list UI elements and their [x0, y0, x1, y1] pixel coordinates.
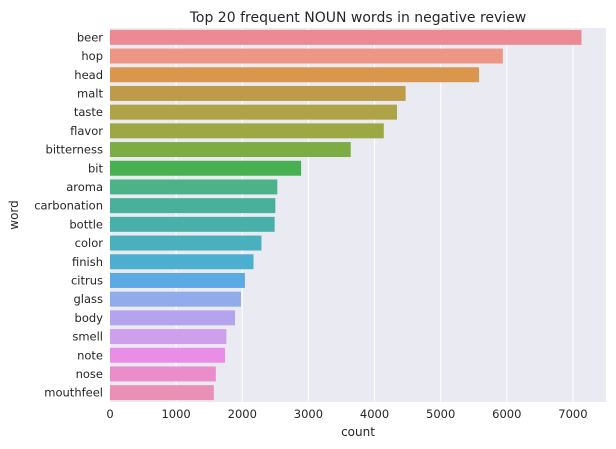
- y-tick-label-head: head: [74, 68, 103, 82]
- x-tick-label: 2000: [228, 407, 257, 421]
- bar-nose: [110, 366, 216, 382]
- bar-bit: [110, 160, 302, 176]
- y-tick-label-carbonation: carbonation: [34, 199, 103, 213]
- y-tick-label-mouthfeel: mouthfeel: [44, 386, 103, 400]
- bar-flavor: [110, 123, 384, 139]
- x-tick-label: 5000: [426, 407, 455, 421]
- bar-finish: [110, 254, 254, 270]
- bar-beer: [110, 29, 582, 45]
- y-tick-label-smell: smell: [72, 330, 103, 344]
- y-tick-label-flavor: flavor: [70, 124, 103, 138]
- bar-citrus: [110, 272, 245, 288]
- y-tick-label-body: body: [75, 311, 104, 325]
- x-tick-label: 6000: [492, 407, 521, 421]
- y-tick-label-beer: beer: [77, 30, 103, 44]
- bar-bitterness: [110, 142, 351, 158]
- y-tick-label-glass: glass: [73, 292, 103, 306]
- bar-head: [110, 67, 480, 83]
- y-tick-label-note: note: [77, 348, 103, 362]
- y-tick-label-bit: bit: [88, 161, 103, 175]
- x-tick-label: 0: [106, 407, 113, 421]
- bar-taste: [110, 104, 398, 120]
- bar-smell: [110, 329, 227, 345]
- y-tick-label-hop: hop: [81, 49, 103, 63]
- bar-body: [110, 310, 235, 326]
- bar-glass: [110, 291, 241, 307]
- chart-title: Top 20 frequent NOUN words in negative r…: [189, 10, 527, 26]
- bar-aroma: [110, 179, 278, 195]
- y-axis-label: word: [7, 200, 21, 230]
- y-tick-label-malt: malt: [77, 86, 103, 100]
- y-tick-labels: beer hop head malt taste flavor bitterness bit a…: [34, 30, 103, 399]
- plot-area: [110, 28, 606, 402]
- bar-mouthfeel: [110, 385, 214, 401]
- y-tick-label-citrus: citrus: [71, 273, 103, 287]
- bar-color: [110, 235, 262, 251]
- bar-bottle: [110, 216, 275, 232]
- y-tick-label-finish: finish: [72, 255, 103, 269]
- bars-group: [110, 29, 582, 401]
- x-axis-label: count: [341, 425, 375, 439]
- y-tick-label-color: color: [75, 236, 104, 250]
- x-tick-label: 3000: [294, 407, 323, 421]
- bar-note: [110, 347, 226, 363]
- x-tick-label: 7000: [558, 407, 587, 421]
- x-tick-label: 4000: [360, 407, 389, 421]
- y-tick-label-nose: nose: [76, 367, 103, 381]
- bar-malt: [110, 85, 406, 101]
- x-tick-labels: 0 1000 2000 3000 4000 5000 6000 7000: [106, 407, 587, 421]
- bar-carbonation: [110, 198, 276, 214]
- y-tick-label-bitterness: bitterness: [46, 143, 103, 157]
- bar-hop: [110, 48, 503, 64]
- y-tick-label-bottle: bottle: [69, 217, 103, 231]
- x-tick-label: 1000: [161, 407, 190, 421]
- y-tick-label-aroma: aroma: [66, 180, 103, 194]
- y-tick-label-taste: taste: [74, 105, 103, 119]
